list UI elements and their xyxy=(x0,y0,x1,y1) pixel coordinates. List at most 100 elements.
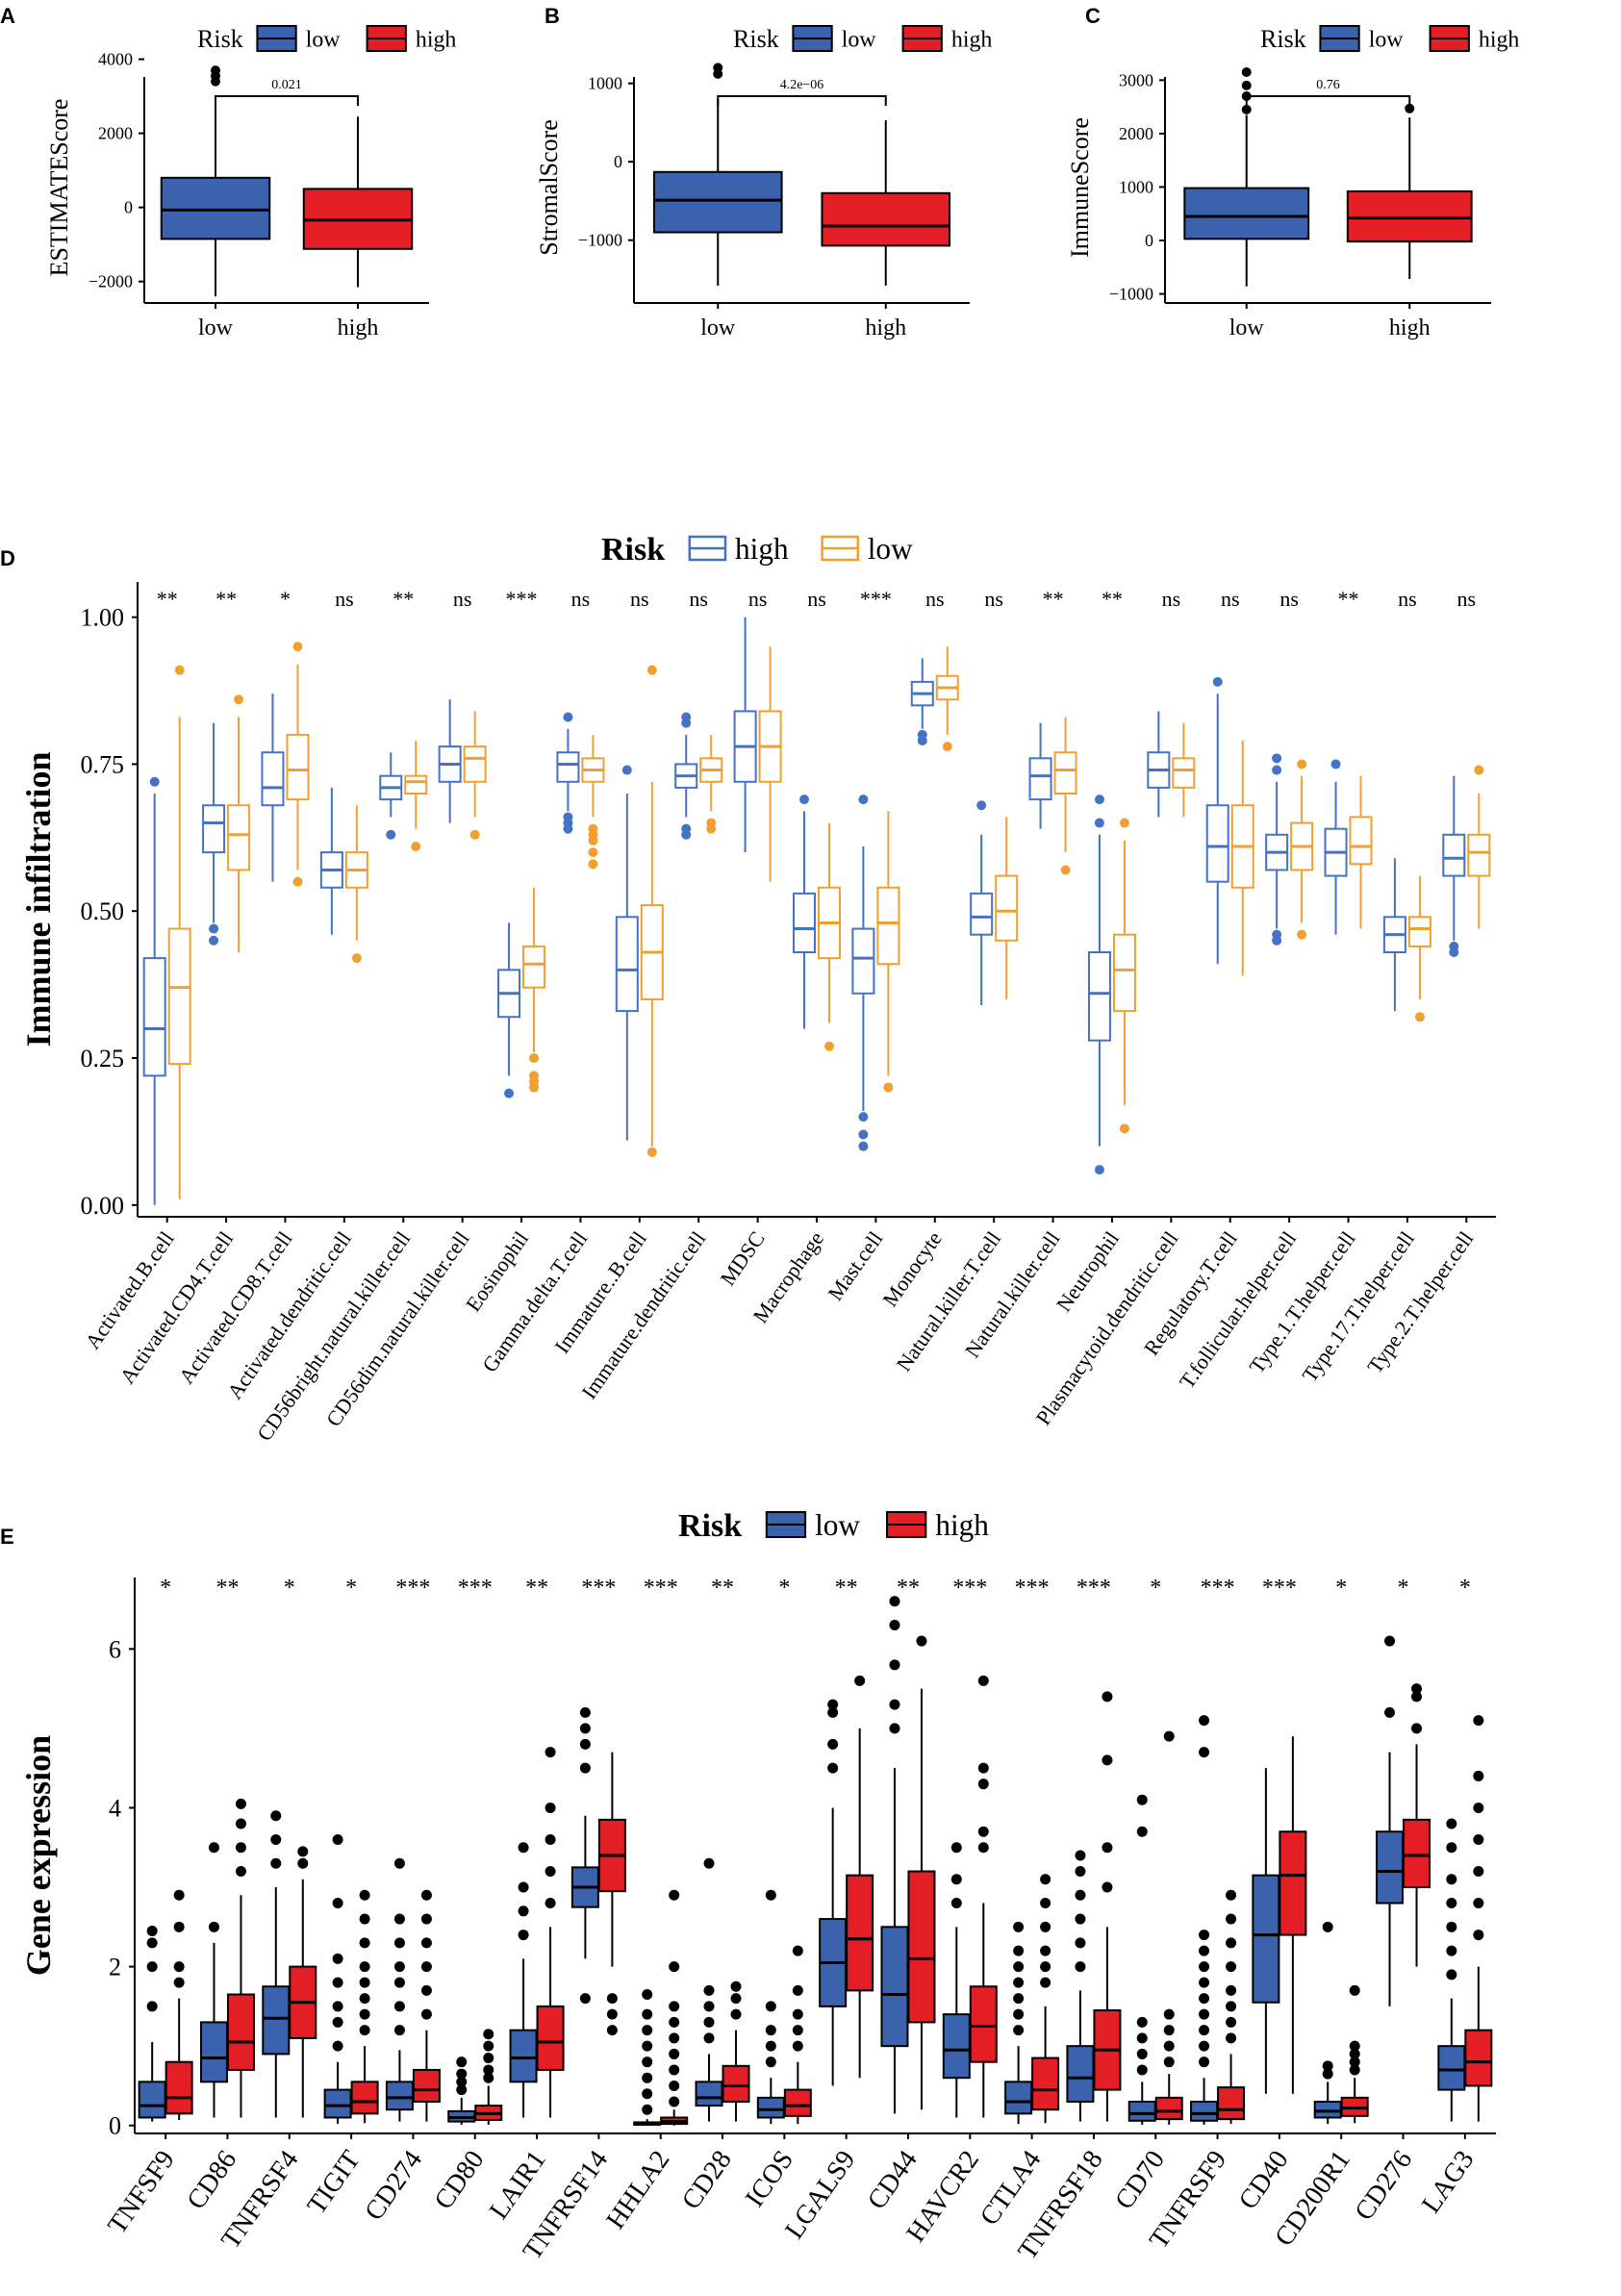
significance-label: ** xyxy=(835,1576,858,1601)
box-low-TNFRSF18-outlier xyxy=(1075,1913,1086,1925)
box-high-CTLA4-box xyxy=(1031,2056,1060,2111)
box-low-CTLA4-outlier xyxy=(1013,1945,1025,1956)
x-tick-label: LAG3 xyxy=(1416,2145,1480,2218)
box-low-HAVCR2-outlier xyxy=(950,1874,962,1885)
significance-label: ns xyxy=(335,587,354,611)
box-high-CD70-outlier xyxy=(1163,1730,1175,1742)
box-low-CTLA4-box xyxy=(1004,2081,1033,2115)
y-tick-label: 1000 xyxy=(1119,177,1153,196)
significance-label: *** xyxy=(395,1576,430,1601)
box-low-HHLA2-outlier xyxy=(642,2072,653,2083)
panel-label-d: D xyxy=(0,546,15,570)
box-high-Immature..B.cell-outlier xyxy=(621,765,632,775)
box-low-CD276-box xyxy=(1376,1830,1405,1905)
box-low-TNFRSF14-outlier xyxy=(579,1993,591,2005)
box-high-TIGIT-box xyxy=(350,2081,379,2115)
significance-label: ns xyxy=(689,587,708,611)
significance-label: *** xyxy=(644,1576,678,1601)
box-high-Immature.dendritic.cell-outlier xyxy=(681,712,692,722)
x-tick-label: high xyxy=(1389,315,1431,341)
box-high-CD44-outlier xyxy=(916,1635,927,1647)
box-high-TNFSF9-outlier xyxy=(173,1889,185,1901)
pvalue-label: 4.2e−06 xyxy=(780,78,824,92)
box-high-CD86-outlier xyxy=(235,1842,246,1854)
box-low-Plasmacytoid.dendritic.cell-box xyxy=(1172,757,1196,789)
box-high-CD80-outlier xyxy=(483,2072,494,2083)
box-high-Activated.CD4.T.cell-outlier xyxy=(209,935,219,946)
box-low-TIGIT-box xyxy=(323,2088,352,2119)
box-low-TNFRSF18-box xyxy=(1066,2045,1095,2103)
box-high-TIGIT-outlier xyxy=(359,1993,370,2005)
x-tick-label: CD70 xyxy=(1109,2145,1171,2215)
box-high-CD274-outlier xyxy=(420,1913,432,1925)
significance-label: ns xyxy=(1221,587,1240,611)
box-low-ICOS-box xyxy=(756,2096,785,2119)
box-high-CD276-outlier xyxy=(1411,1691,1423,1703)
box-high-HAVCR2-box xyxy=(969,1985,998,2063)
significance-label: * xyxy=(778,1576,790,1601)
box-low-Activated.CD8.T.cell-outlier xyxy=(292,876,303,887)
box-high-Neutrophil-outlier xyxy=(1094,818,1104,828)
box-low-CD40-box xyxy=(1252,1874,1280,2004)
box-high-TNFRSF9-outlier xyxy=(1226,1913,1237,1925)
box-low-TNFRSF18-outlier xyxy=(1075,1850,1086,1861)
significance-label: * xyxy=(1150,1576,1161,1601)
x-tick-label: Type.1.T.helper.cell xyxy=(1244,1227,1359,1378)
box-high-TNFRSF14-outlier xyxy=(606,2025,618,2036)
box-high-Macrophage-box xyxy=(793,892,816,954)
box-low-LGALS9-outlier xyxy=(827,1762,839,1774)
box-high-Regulatory.T.cell-box xyxy=(1205,804,1229,883)
significance-label: ** xyxy=(1043,587,1064,611)
box-high-TNFRSF9-outlier xyxy=(1226,2001,1237,2012)
box-high-CD56bright.natural.killer.cell-outlier xyxy=(386,829,396,840)
box-low-CD44-outlier xyxy=(889,1620,900,1631)
box-low-TNFRSF9-outlier xyxy=(1199,2008,1210,2020)
box-high-TIGIT-outlier xyxy=(359,1977,370,1988)
legend-label-high: high xyxy=(935,1508,989,1542)
box-low-CD80-outlier xyxy=(456,2068,468,2080)
box-high-CD200R1-outlier xyxy=(1349,1984,1360,1996)
box-low-CD200R1-outlier xyxy=(1322,1921,1333,1932)
box-low-TNFRSF18-outlier xyxy=(1075,1937,1086,1949)
box-low-TIGIT-outlier xyxy=(332,1833,343,1845)
box-low-HHLA2-outlier xyxy=(642,2088,653,2100)
box-low-TIGIT-outlier xyxy=(332,2040,343,2052)
box-low-ICOS-outlier xyxy=(765,2001,776,2012)
box-high-outlier xyxy=(1405,103,1415,114)
box-high-Gamma.delta.T.cell-outlier xyxy=(563,812,573,822)
box-high-ICOS-outlier xyxy=(792,2025,803,2036)
box-low-CTLA4-outlier xyxy=(1013,1961,1025,1973)
box-high-Mast.cell-outlier xyxy=(858,1141,869,1151)
box-high-HAVCR2-outlier xyxy=(977,1762,989,1774)
box-low-TNFRSF14-outlier xyxy=(579,1723,591,1734)
box-low-HHLA2-outlier xyxy=(642,2008,653,2020)
box-high-LAG3-outlier xyxy=(1473,1715,1484,1727)
box-high-CD80-outlier xyxy=(483,2040,494,2052)
x-tick-label: Activated.CD4.T.cell xyxy=(114,1227,238,1389)
box-low-Macrophage-outlier xyxy=(824,1041,834,1051)
box-high-LAIR1-outlier xyxy=(545,1747,556,1758)
box-high-CD276-box xyxy=(1403,1818,1431,1889)
y-tick-label: 2000 xyxy=(98,124,133,143)
box-high-HAVCR2-outlier xyxy=(977,1779,989,1790)
box-low-CD44-outlier xyxy=(889,1699,900,1710)
legend-label-high: high xyxy=(951,28,993,53)
x-tick-label: CD86 xyxy=(181,2145,242,2215)
box-low-Type.2.T.helper.cell-box xyxy=(1467,833,1491,877)
significance-label: *** xyxy=(860,587,892,611)
box-low-CTLA4-outlier xyxy=(1013,2025,1025,2036)
significance-label: * xyxy=(280,587,291,611)
x-tick-label: MDSC xyxy=(715,1227,769,1290)
box-low-HHLA2-outlier xyxy=(642,2056,653,2068)
legend-label-low: low xyxy=(306,28,342,53)
box-low-CD70-outlier xyxy=(1136,2064,1148,2076)
significance-label: *** xyxy=(458,1576,493,1601)
box-high-LAIR1-outlier xyxy=(545,1802,556,1813)
box-high-CD28-outlier xyxy=(730,1981,742,1992)
box-low-CD274-outlier xyxy=(393,1857,405,1869)
box-low-Gamma.delta.T.cell-outlier xyxy=(588,823,598,834)
box-low-CD274-box xyxy=(385,2081,414,2111)
y-tick-label: 0 xyxy=(124,198,133,217)
